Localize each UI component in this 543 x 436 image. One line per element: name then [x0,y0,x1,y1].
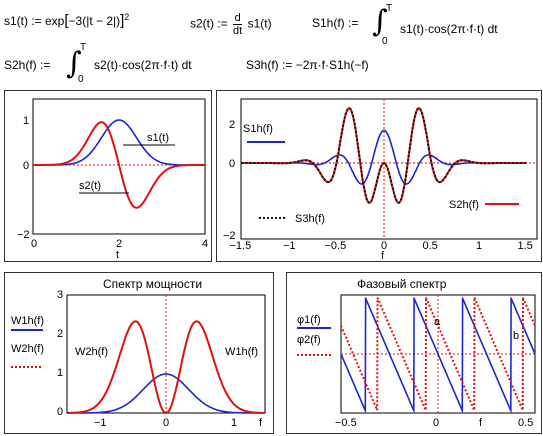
series-S3h [241,107,527,204]
series-W1h [67,373,265,414]
ytick-neg2: −2 [223,230,236,242]
xtick-0: 0 [433,417,439,429]
eq-S1h-lhs: S1h(f) := [312,16,359,30]
phase-title: Фазовый спектр [357,277,447,291]
legend-phi1: φ1(f) [297,314,321,326]
eq-s2: s2(t) := d dt s1(t) [190,12,272,37]
eq-S3h: S3h(f) := −2π·f·S1h(−f) [246,58,369,72]
xtick-05: 0.5 [518,417,533,429]
xtick-neg1: −1 [94,417,107,429]
eq-s1-pow: 2 [124,12,130,22]
eq-S2h-upper: T [80,42,87,53]
eq-s2-den: dt [233,25,243,37]
ytick-2: 2 [229,119,235,131]
eq-s2-num: d [233,12,243,25]
eq-S1h-upper: T [386,3,393,14]
legend-S1h-label: S1h(f) [243,123,273,135]
series-s2 [33,121,205,209]
eq-S1h-body: s1(t)·cos(2π·f·t) dt [400,22,498,36]
panel-cos-transform[interactable]: S1h(f) S3h(f) S2h(f) 2 0 −2 −1.5 −1 −0.5 0 0… [216,90,542,262]
xtick-5: 1 [476,240,482,252]
series-phi2 [340,297,536,411]
xlabel-f: f [479,417,483,429]
xlabel-t: t [116,249,119,261]
inline-W1h: W1h(f) [225,346,258,358]
xtick-1: −1 [283,240,296,252]
eq-S2h-lhs: S2h(f) := [4,58,51,72]
panel-phase-spectrum[interactable]: Фазовый спектр φ1(f) φ2(f) a b −0.5 0 f … [286,272,542,434]
chart-time-signals: s1(t) s2(t) 0 1 −2 0 2 4 t [17,98,208,261]
panel-time-signals[interactable]: s1(t) s2(t) 0 1 −2 0 2 4 t [4,90,212,262]
chart-cos-transform: S1h(f) S3h(f) S2h(f) 2 0 −2 −1.5 −1 −0.5 0 0… [223,98,538,261]
eq-s1-lhs: s1(t) := exp [4,14,65,28]
legend-s2: s2(t) [79,180,101,192]
eq-s2-rhs: s1(t) [247,16,272,31]
xtick-neg05: −0.5 [335,417,357,429]
eq-s2-lhs: s2(t) := [190,16,228,31]
series-W2h [67,320,265,415]
legend-phi2: φ2(f) [297,334,321,346]
mark-a: a [434,316,441,328]
ytick-2: 2 [57,328,63,340]
xtick-4: 0.5 [423,240,438,252]
xtick-0: 0 [31,238,37,250]
mark-b: b [513,330,519,342]
series-phi1 [340,297,536,414]
eq-S1h-lower: 0 [382,36,388,47]
eq-s1: s1(t) := exp[−3(|t − 2|)]2 [4,12,130,29]
eq-s1-rhs: −3(|t − 2|) [68,14,121,28]
inline-W2h: W2h(f) [75,346,108,358]
xtick-2: −0.5 [325,240,347,252]
legend-s1: s1(t) [147,132,169,144]
ytick-0: 0 [23,160,29,172]
xtick-0: 0 [163,417,169,429]
eq-S3h-text: S3h(f) := −2π·f·S1h(−f) [246,58,369,72]
ytick-neg2: −2 [17,229,30,241]
series-s1 [33,119,205,166]
legend-W2h: W2h(f) [11,343,44,355]
power-title: Спектр мощности [103,277,203,291]
xlabel-f: f [259,417,263,429]
integral-sign: ∫ [66,46,82,81]
xtick-0: −1.5 [230,240,252,252]
chart-phase-spectrum: φ1(f) φ2(f) a b −0.5 0 f 0.5 [297,294,536,429]
ytick-0: 0 [57,406,63,418]
ytick-3: 3 [57,289,63,301]
xtick-2: 2 [116,238,122,250]
legend-S3h-label: S3h(f) [295,213,325,225]
eq-S2h-body: s2(t)·cos(2π·f·t) dt [94,58,192,72]
panel-power-spectrum[interactable]: Спектр мощности W1h(f) W2h(f) W2h(f) W1h… [4,272,274,434]
legend-S2h-label: S2h(f) [449,199,479,211]
ytick-1: 1 [57,367,63,379]
ytick-0: 0 [229,158,235,170]
xtick-4: 4 [202,238,208,250]
ytick-1: 1 [23,115,29,127]
xtick-1: 1 [231,417,237,429]
integral-sign: ∫ [372,4,388,39]
xtick-6: 1.5 [518,240,533,252]
xtick-3: 0 [381,240,387,252]
legend-W1h: W1h(f) [11,315,44,327]
xlabel-f: f [381,250,385,261]
x-ticks: −1.5 −1 −0.5 0 0.5 1 1.5 [230,240,533,252]
eq-S2h-lower: 0 [78,74,84,85]
chart-power-spectrum: W1h(f) W2h(f) W2h(f) W1h(f) 3 2 1 0 −1 0… [11,289,266,429]
